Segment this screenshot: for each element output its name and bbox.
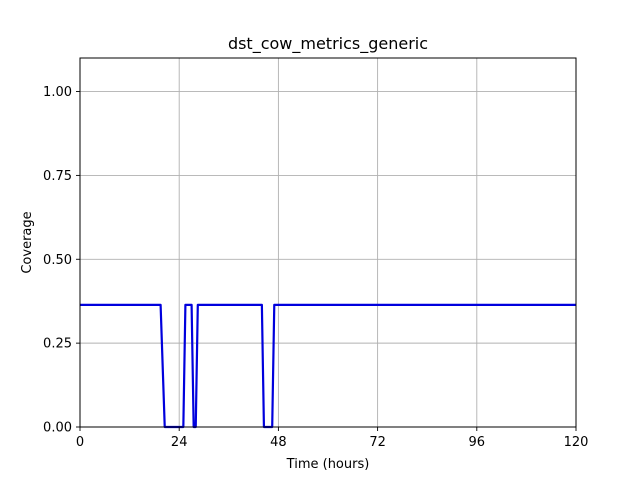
x-tick-label: 24 [171, 435, 188, 450]
x-axis: 0 24 48 72 96 120 [76, 427, 589, 450]
grid [79, 58, 577, 428]
y-tick-label: 0.25 [43, 337, 72, 352]
x-axis-title: Time (hours) [286, 457, 370, 472]
y-tick-label: 0.75 [43, 169, 72, 184]
series-layer [80, 303, 576, 429]
chart-title: dst_cow_metrics_generic [228, 34, 428, 54]
y-axis: 0.00 0.25 0.50 0.75 1.00 [43, 85, 80, 436]
x-tick-label: 120 [564, 435, 589, 450]
y-tick-label: 0.50 [43, 253, 72, 268]
y-tick-label: 1.00 [43, 85, 72, 100]
x-tick-label: 72 [369, 435, 386, 450]
x-tick-label: 48 [270, 435, 287, 450]
x-tick-label: 96 [469, 435, 486, 450]
plot-frame [79, 57, 577, 428]
y-axis-title: Coverage [20, 211, 35, 273]
series-line [80, 303, 576, 429]
y-tick-label: 0.00 [43, 421, 72, 436]
x-tick-label: 0 [76, 435, 84, 450]
